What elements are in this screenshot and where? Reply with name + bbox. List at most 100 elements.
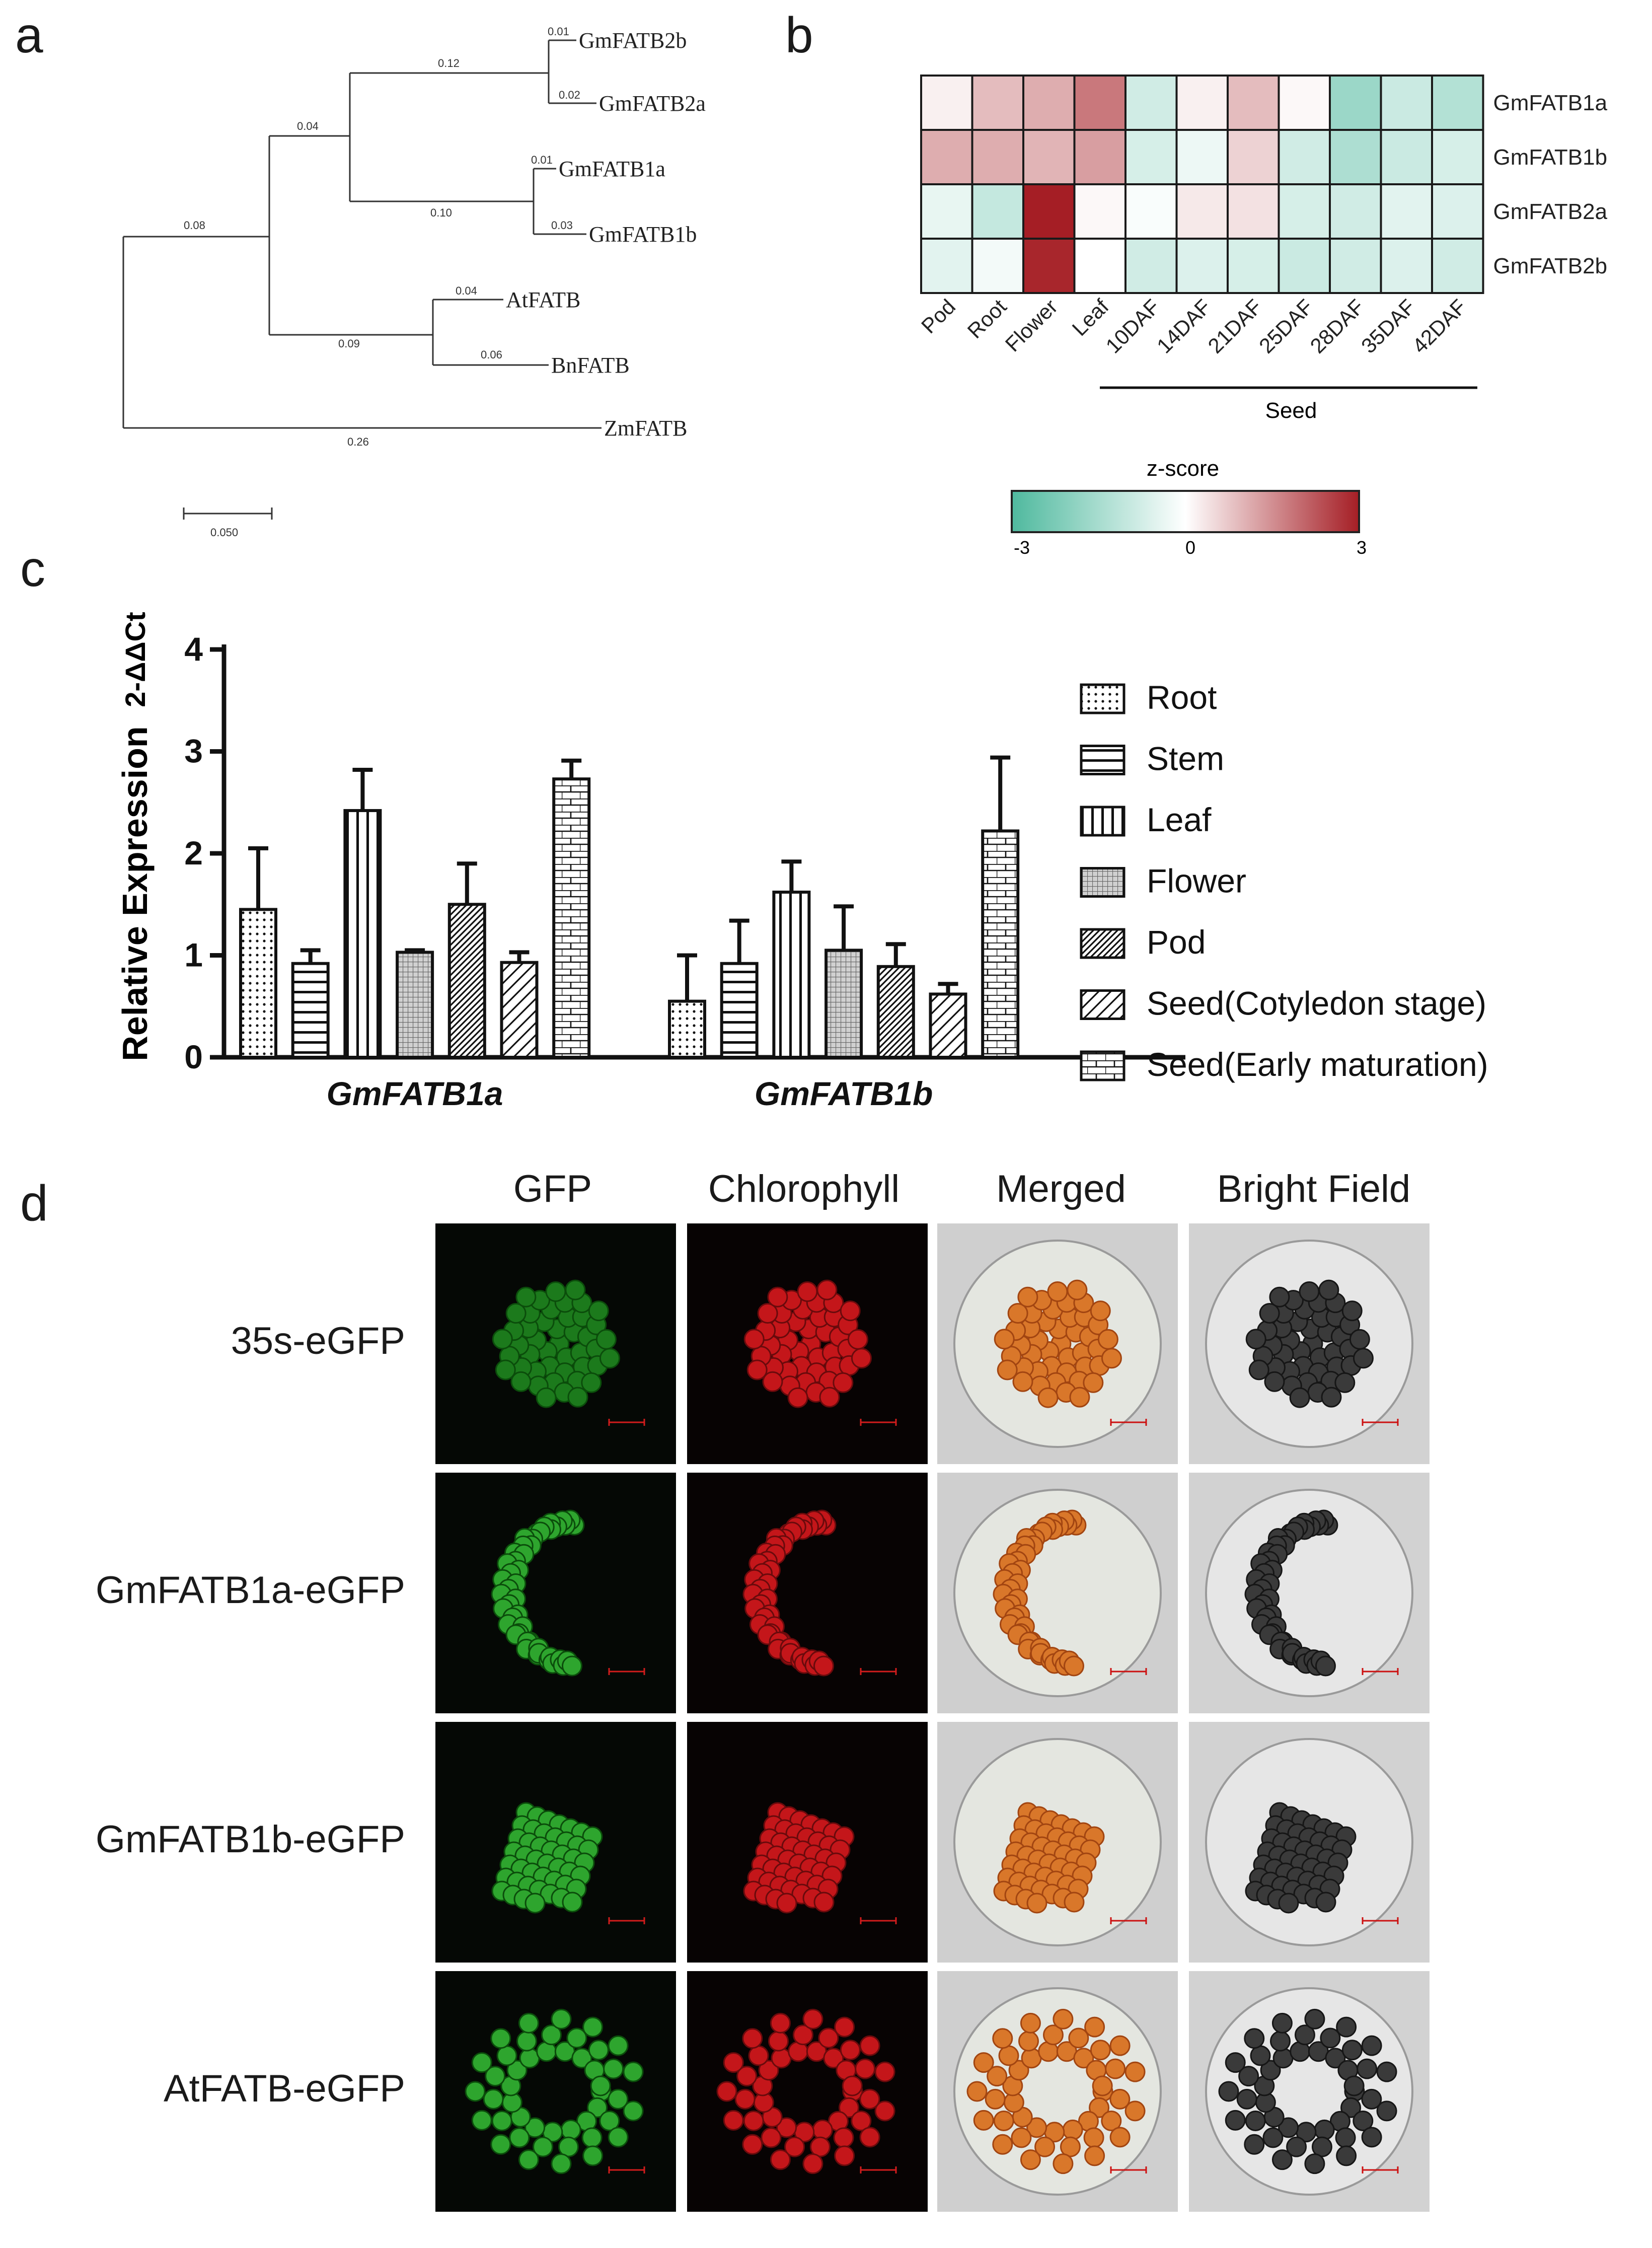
heatmap-cell <box>1431 183 1484 240</box>
bar-5-1 <box>929 992 967 1059</box>
error-bar <box>834 904 854 951</box>
heatmap-cell <box>1329 75 1382 131</box>
heatmap-cell <box>1278 129 1331 185</box>
scale-bar <box>1110 1668 1147 1675</box>
panel-label-a: a <box>15 7 43 63</box>
micro-column-header: Bright Field <box>1217 1168 1411 1210</box>
panel-label-c: c <box>20 541 45 597</box>
error-bar <box>781 859 802 892</box>
taxon-label: GmFATB1a <box>559 157 665 181</box>
taxon-label: GmFATB2b <box>579 28 687 53</box>
heatmap-cell <box>1022 129 1076 185</box>
legend-swatch <box>1080 989 1125 1020</box>
taxon-label: GmFATB2a <box>599 91 706 116</box>
heatmap-cell <box>1431 129 1484 185</box>
panel-label-d: d <box>20 1175 48 1231</box>
error-bar <box>457 861 477 905</box>
error-bar <box>938 982 958 994</box>
legend-label: Pod <box>1147 923 1206 961</box>
bar-0-1 <box>668 999 706 1059</box>
y-axis-label: Relative Expression <box>115 726 155 1061</box>
micrograph-1-2 <box>937 1473 1178 1713</box>
micrograph-0-0 <box>435 1223 676 1464</box>
micrograph-1-1 <box>687 1473 928 1713</box>
scale-bar <box>1110 2166 1147 2173</box>
colorbar-tick: 3 <box>1357 537 1367 558</box>
bar-chart: 0 1 2 3 4 GmFATB1a GmFATB1b Relative Expressi… <box>115 612 1488 1112</box>
legend-swatch <box>1080 1050 1125 1081</box>
micrograph-1-3 <box>1189 1473 1430 1713</box>
branch-length-label: 0.02 <box>559 89 580 101</box>
micro-row-label: AtFATB-eGFP <box>163 2067 405 2110</box>
heatmap-row-label: GmFATB2a <box>1493 199 1608 224</box>
error-bar <box>677 953 697 1001</box>
taxon-label: AtFATB <box>506 287 580 312</box>
branch-length-label: 0.01 <box>531 154 553 166</box>
heatmap-row-label: GmFATB1a <box>1493 91 1608 115</box>
micro-column-header: Merged <box>996 1168 1126 1210</box>
branch-length-label: 0.01 <box>548 25 569 38</box>
bar-1-0 <box>291 962 330 1059</box>
scale-bar <box>608 2166 645 2173</box>
heatmap-cell <box>971 75 1024 131</box>
error-bar <box>885 942 906 967</box>
legend-label: Seed(Early maturation) <box>1147 1046 1488 1083</box>
scale-bar <box>1362 1668 1399 1675</box>
scale-bar <box>860 1419 897 1426</box>
micro-column-header: Chlorophyll <box>708 1168 900 1210</box>
y-tick-label: 1 <box>184 936 203 974</box>
heatmap-cell <box>971 183 1024 240</box>
panel-label-b: b <box>785 7 813 63</box>
error-bar <box>509 950 530 963</box>
scale-bar-label: 0.050 <box>210 526 238 539</box>
legend-swatch <box>1080 867 1125 898</box>
micrograph-2-3 <box>1189 1722 1430 1963</box>
heatmap-cell <box>1380 238 1433 294</box>
heatmap-cell <box>1175 183 1229 240</box>
bar-4-1 <box>876 965 915 1059</box>
heatmap-cell <box>920 238 973 294</box>
micro-row-label: GmFATB1a-eGFP <box>95 1569 405 1612</box>
error-bar <box>561 758 582 779</box>
taxon-label: GmFATB1b <box>589 222 697 247</box>
legend-label: Leaf <box>1147 801 1212 838</box>
bar-6-0 <box>552 777 591 1059</box>
colorbar-title: z-score <box>1147 456 1219 481</box>
bar-3-0 <box>396 951 434 1059</box>
scale-bar <box>1362 1419 1399 1426</box>
bar-4-0 <box>447 903 486 1059</box>
branch-length-label: 0.26 <box>347 436 369 448</box>
micrograph-2-2 <box>937 1722 1178 1963</box>
error-bar <box>248 846 268 910</box>
heatmap-cell <box>1073 238 1127 294</box>
branch-length-label: 0.09 <box>338 337 360 350</box>
error-bar <box>352 767 373 811</box>
bar-0-0 <box>239 908 277 1059</box>
micro-column-header: GFP <box>513 1168 592 1210</box>
legend-swatch <box>1080 745 1125 775</box>
error-bar <box>300 948 321 964</box>
micrograph-1-0 <box>435 1473 676 1713</box>
micrograph-3-0 <box>435 1971 676 2212</box>
legend-label: Seed(Cotyledon stage) <box>1147 985 1486 1022</box>
scale-bar <box>1110 1419 1147 1426</box>
micrograph-0-3 <box>1189 1223 1430 1464</box>
z-score-colorbar <box>1011 490 1360 533</box>
phylogenetic-tree: GmFATB2b GmFATB2a GmFATB1a GmFATB1b AtFA… <box>122 25 706 539</box>
taxon-label: BnFATB <box>551 353 630 378</box>
legend-swatch <box>1080 806 1125 837</box>
legend-swatch <box>1080 928 1125 959</box>
heatmap-cell <box>1227 238 1280 294</box>
bar-5-0 <box>500 961 539 1059</box>
heatmap-row-label: GmFATB2b <box>1493 254 1608 278</box>
seed-group-label: Seed <box>1265 398 1317 423</box>
micro-row-label: GmFATB1b-eGFP <box>95 1818 405 1861</box>
branch-length-label: 0.03 <box>551 219 573 232</box>
scale-bar <box>608 1917 645 1924</box>
scale-bar <box>860 1917 897 1924</box>
micro-row-label: 35s-eGFP <box>231 1320 405 1362</box>
micrograph-3-3 <box>1189 1971 1430 2212</box>
error-bar <box>990 755 1011 831</box>
scale-bar <box>1110 1917 1147 1924</box>
heatmap-cell <box>1175 238 1229 294</box>
